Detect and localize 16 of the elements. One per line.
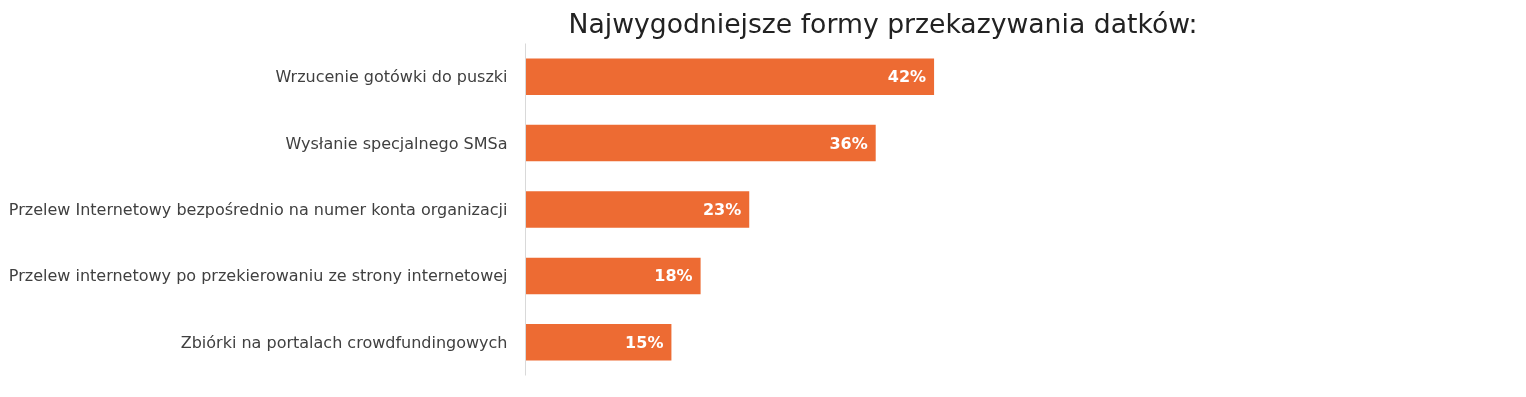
- data-label: 15%: [625, 332, 664, 352]
- bar: [525, 58, 935, 95]
- y-tick-label: Wysłanie specjalnego SMSa: [285, 133, 508, 153]
- bar: [525, 124, 876, 162]
- data-label: 42%: [887, 67, 927, 87]
- y-tick-label: Wrzucenie gotówki do puszki: [275, 67, 508, 87]
- bar: [525, 324, 672, 361]
- data-label: 36%: [829, 133, 868, 153]
- bar: [525, 191, 750, 228]
- data-label: 18%: [654, 266, 693, 286]
- bar: [525, 257, 701, 295]
- y-tick-label: Zbiórki na portalach crowdfundingowych: [180, 332, 508, 352]
- y-tick-label: Przelew Internetowy bezpośrednio na numer konta organizacji: [8, 200, 508, 219]
- y-tick-label: Przelew internetowy po przekierowaniu ze strony internetowej: [8, 266, 508, 286]
- chart-title: Najwygodniejsze formy przekazywania datków:: [568, 7, 1198, 39]
- data-label: 23%: [702, 200, 742, 219]
